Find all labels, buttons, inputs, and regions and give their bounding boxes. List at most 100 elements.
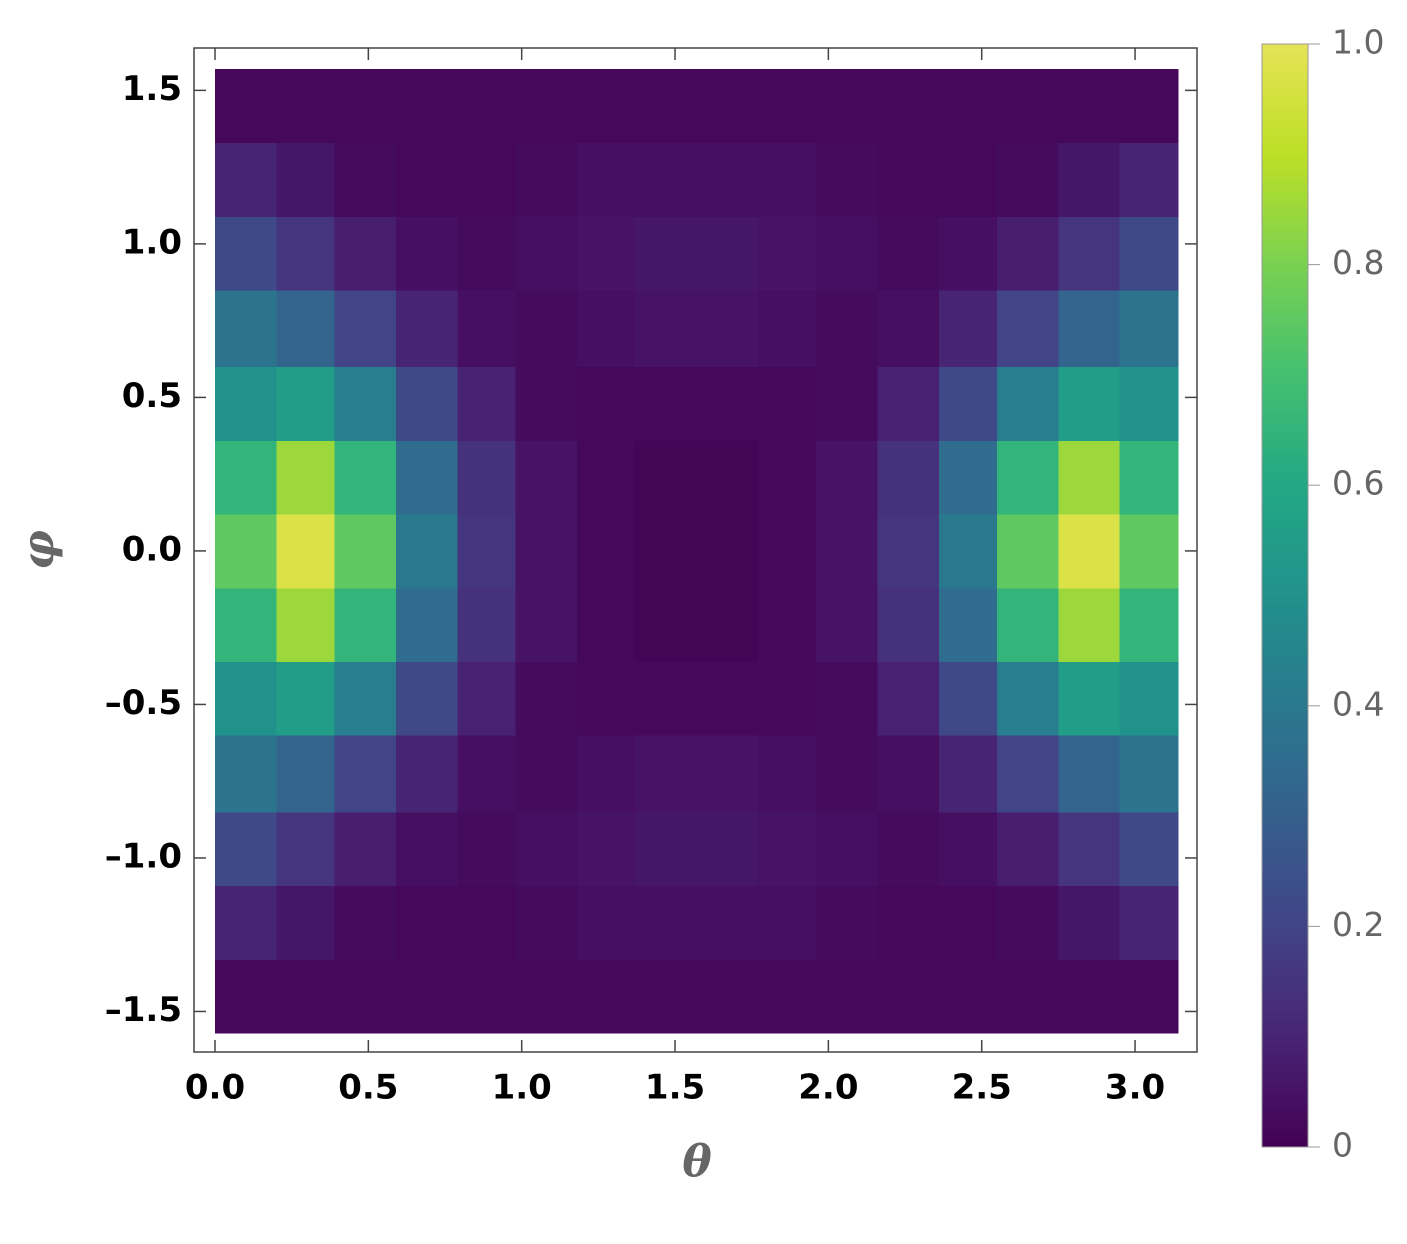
heatmap-cell bbox=[334, 216, 397, 291]
heatmap-cell bbox=[457, 811, 517, 887]
heatmap-cell bbox=[757, 959, 817, 1034]
heatmap-cell bbox=[215, 661, 277, 736]
heatmap-cell bbox=[997, 514, 1059, 589]
heatmap-cell bbox=[395, 959, 458, 1034]
heatmap-cell bbox=[1058, 811, 1121, 887]
heatmap-cell bbox=[938, 440, 998, 515]
heatmap-cell bbox=[635, 587, 697, 662]
heatmap-cell bbox=[576, 289, 636, 368]
heatmap-cell bbox=[334, 440, 397, 515]
heatmap-cell bbox=[816, 811, 878, 887]
heatmap-cell bbox=[1058, 366, 1121, 441]
heatmap-cell bbox=[938, 587, 998, 662]
heatmap-cell bbox=[877, 142, 940, 217]
heatmap-cell bbox=[395, 68, 458, 144]
x-tick-label: 3.0 bbox=[1105, 1068, 1165, 1108]
heatmap-cell bbox=[696, 440, 759, 515]
heatmap-cell bbox=[877, 216, 940, 291]
y-tick-label: 0.0 bbox=[122, 529, 182, 569]
heatmap-cell bbox=[1119, 811, 1179, 887]
heatmap-cell bbox=[1119, 885, 1179, 960]
heatmap-cell bbox=[576, 142, 636, 217]
heatmap-cell bbox=[395, 440, 458, 515]
heatmap-cell bbox=[576, 216, 636, 291]
heatmap-cell bbox=[757, 440, 817, 515]
colorbar-tick-label: 0.8 bbox=[1332, 243, 1384, 282]
heatmap-cell bbox=[276, 959, 336, 1034]
heatmap-cell bbox=[334, 885, 397, 960]
heatmap-cell bbox=[215, 587, 277, 662]
x-tick-label: 1.0 bbox=[492, 1068, 552, 1108]
heatmap-cell bbox=[816, 885, 878, 960]
colorbar-tick-label: 0 bbox=[1332, 1126, 1353, 1165]
x-tick-label: 2.5 bbox=[952, 1068, 1012, 1108]
heatmap-cell bbox=[395, 885, 458, 960]
heatmap-cell bbox=[1119, 959, 1179, 1034]
heatmap-cell bbox=[877, 68, 940, 144]
heatmap-cell bbox=[215, 811, 277, 887]
heatmap-cell bbox=[395, 216, 458, 291]
heatmap-cell bbox=[635, 440, 697, 515]
heatmap-cell bbox=[696, 885, 759, 960]
heatmap-cell bbox=[1058, 885, 1121, 960]
heatmap-cell bbox=[515, 366, 578, 441]
heatmap-cell bbox=[276, 289, 336, 368]
y-tick-label: –1.0 bbox=[105, 836, 182, 876]
heatmap-cell bbox=[757, 289, 817, 368]
heatmap-cell bbox=[215, 514, 277, 589]
heatmap-cell bbox=[334, 735, 397, 813]
heatmap-cell bbox=[1119, 366, 1179, 441]
heatmap-cell bbox=[457, 142, 517, 217]
heatmap-cell bbox=[877, 366, 940, 441]
heatmap-cell bbox=[1119, 68, 1179, 144]
heatmap-cell bbox=[938, 216, 998, 291]
heatmap-cell bbox=[816, 735, 878, 813]
heatmap-cell bbox=[515, 587, 578, 662]
heatmap-cell bbox=[816, 366, 878, 441]
heatmap-cell bbox=[276, 440, 336, 515]
heatmap-cell bbox=[457, 440, 517, 515]
heatmap-cell bbox=[576, 959, 636, 1034]
heatmap-cell bbox=[877, 959, 940, 1034]
x-axis-label: θ bbox=[682, 1137, 712, 1188]
heatmap-cell bbox=[635, 142, 697, 217]
heatmap-cell bbox=[395, 366, 458, 441]
heatmap-cell bbox=[877, 440, 940, 515]
heatmap-cell bbox=[696, 514, 759, 589]
heatmap-cell bbox=[457, 289, 517, 368]
heatmap-cell bbox=[515, 811, 578, 887]
heatmap-cell bbox=[696, 68, 759, 144]
heatmap-cell bbox=[395, 289, 458, 368]
x-tick-label: 0.5 bbox=[338, 1068, 398, 1108]
heatmap-cell bbox=[276, 514, 336, 589]
y-tick-label: 0.5 bbox=[122, 376, 182, 416]
heatmap-cell bbox=[816, 216, 878, 291]
heatmap-cell bbox=[938, 959, 998, 1034]
heatmap-cell bbox=[1058, 661, 1121, 736]
heatmap-cell bbox=[757, 366, 817, 441]
heatmap-cell bbox=[276, 811, 336, 887]
y-tick-label: –0.5 bbox=[105, 683, 182, 723]
heatmap-cell bbox=[276, 885, 336, 960]
heatmap-cell bbox=[515, 68, 578, 144]
heatmap-cell bbox=[395, 735, 458, 813]
heatmap-cell bbox=[997, 587, 1059, 662]
heatmap-cell bbox=[215, 366, 277, 441]
heatmap-cell bbox=[334, 661, 397, 736]
heatmap-cell bbox=[215, 216, 277, 291]
heatmap-cell bbox=[457, 68, 517, 144]
heatmap-cell bbox=[576, 661, 636, 736]
heatmap-cell bbox=[696, 735, 759, 813]
heatmap-cell bbox=[1058, 216, 1121, 291]
heatmap-cell bbox=[334, 959, 397, 1034]
heatmap-cell bbox=[576, 811, 636, 887]
x-tick-label: 0.0 bbox=[185, 1068, 245, 1108]
heatmap-cell bbox=[938, 885, 998, 960]
heatmap-cell bbox=[757, 216, 817, 291]
heatmap-cell bbox=[997, 289, 1059, 368]
heatmap-cell bbox=[696, 959, 759, 1034]
heatmap-cell bbox=[515, 514, 578, 589]
heatmap-cell bbox=[997, 440, 1059, 515]
heatmap-cell bbox=[457, 661, 517, 736]
